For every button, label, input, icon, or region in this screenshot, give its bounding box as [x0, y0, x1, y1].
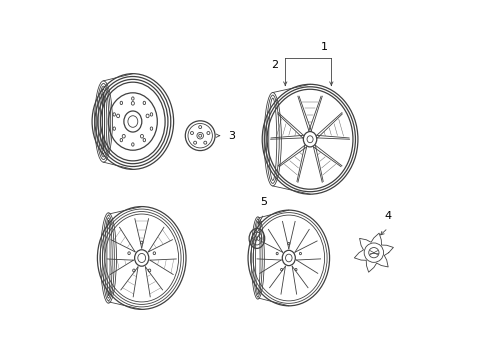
Text: 5: 5 — [260, 197, 267, 207]
Text: 3: 3 — [228, 131, 235, 141]
Text: 4: 4 — [384, 211, 391, 221]
Text: 2: 2 — [270, 60, 278, 70]
Text: 1: 1 — [320, 42, 327, 52]
